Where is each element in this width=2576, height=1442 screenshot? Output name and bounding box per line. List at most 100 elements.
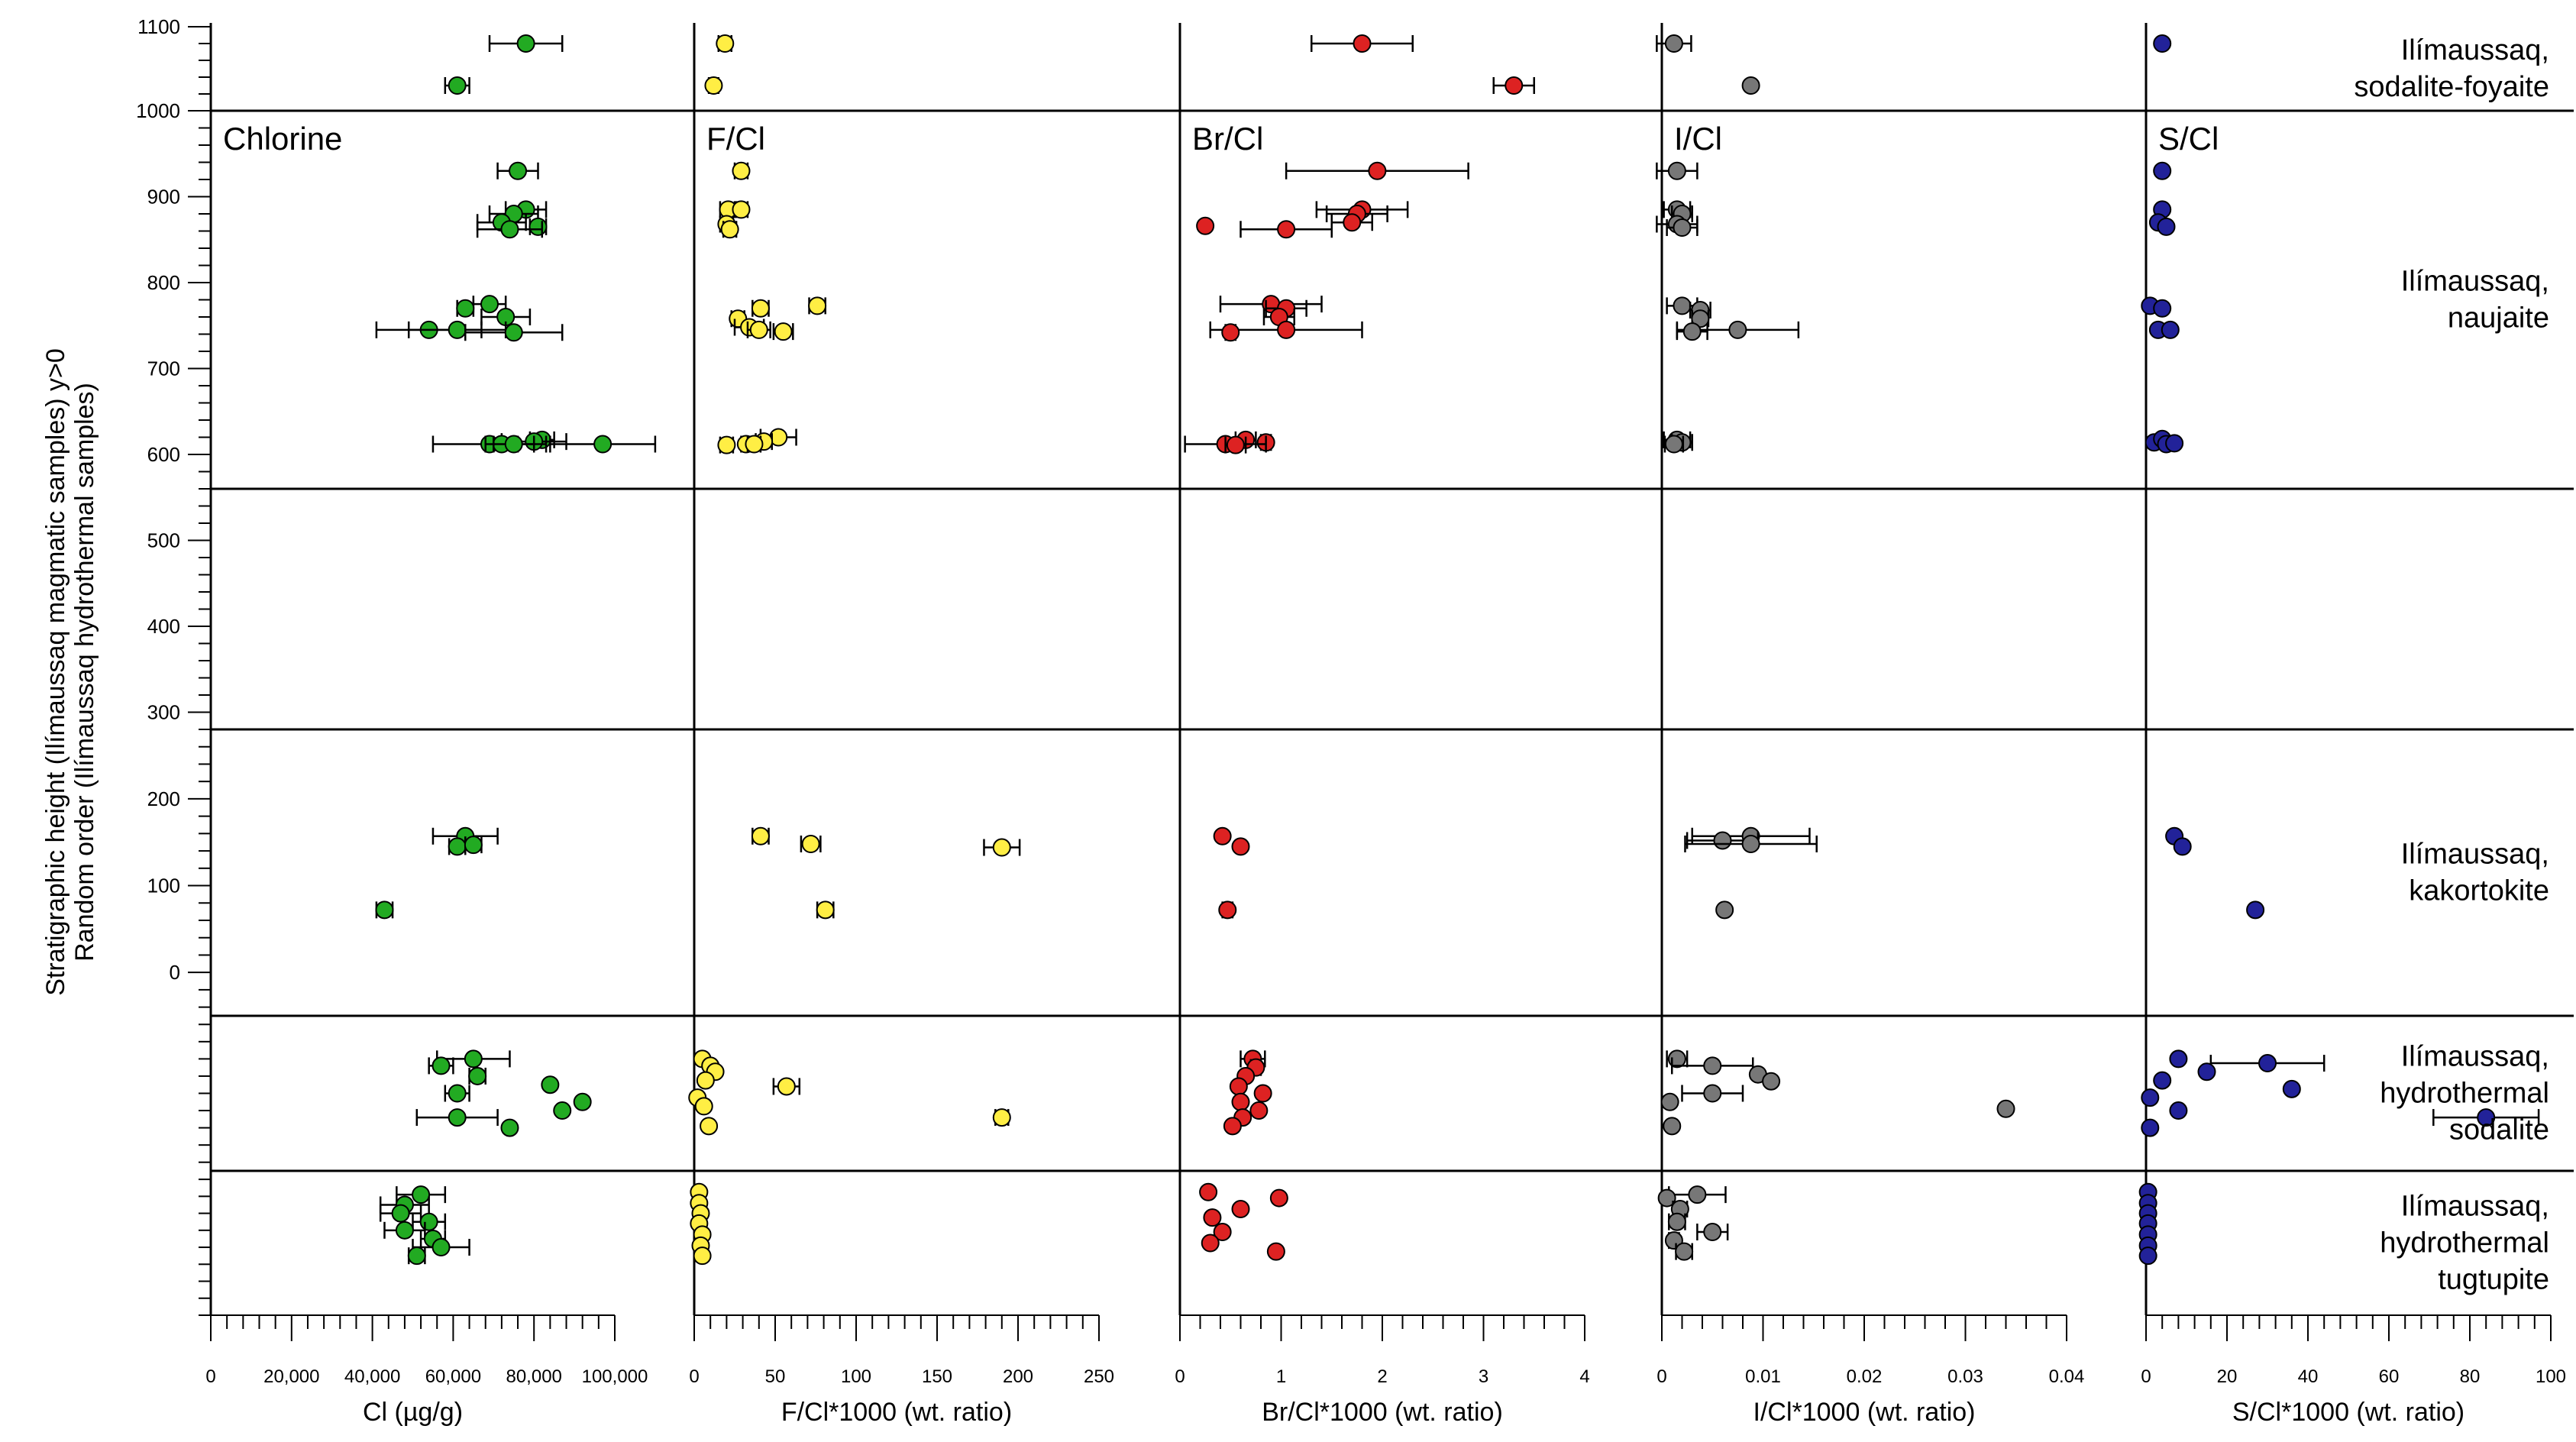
y-tick-label: 700 (147, 357, 180, 380)
data-points (375, 34, 2540, 1266)
marker (2282, 1079, 2301, 1098)
data-point-chlorine (412, 1212, 447, 1231)
data-point-br-cl (1213, 1223, 1232, 1242)
data-point-f-cl (693, 1246, 712, 1266)
data-point-s-cl (2161, 320, 2180, 339)
y-tick-label: 600 (147, 443, 180, 466)
marker (1203, 1208, 1222, 1227)
data-point-br-cl (1269, 1188, 1288, 1208)
data-point-s-cl (2246, 900, 2265, 920)
band-label-sodalite-foyaite: Ilímaussaq, (2401, 34, 2549, 66)
marker (1277, 320, 1296, 339)
data-point-f-cl (696, 1071, 715, 1090)
x-tick-label-s-cl: 60 (2379, 1366, 2400, 1387)
data-point-i-cl (1715, 900, 1734, 920)
data-point-i-cl (1691, 309, 1710, 328)
data-point-i-cl (1696, 1223, 1729, 1242)
data-point-i-cl (1668, 1185, 1727, 1204)
marker (1673, 218, 1692, 237)
y-axis-title-line2: Random order (Ilímaussaq hydrothermal sa… (70, 383, 99, 962)
marker (2197, 1062, 2216, 1082)
data-point-br-cl (1285, 161, 1469, 180)
marker (593, 435, 612, 454)
marker (1996, 1099, 2015, 1118)
marker (1218, 900, 1237, 920)
marker (1688, 1185, 1707, 1204)
marker (375, 900, 394, 920)
marker (1703, 1223, 1722, 1242)
x-axis-title-s-cl: S/Cl*1000 (wt. ratio) (2232, 1398, 2464, 1427)
marker (516, 34, 535, 53)
band-separators (211, 109, 2574, 1172)
data-point-s-cl (2153, 34, 2172, 53)
data-point-chlorine (444, 1084, 470, 1103)
data-point-s-cl (2153, 1071, 2172, 1090)
panel-title-br-cl: Br/Cl (1192, 121, 1263, 157)
data-point-i-cl (1663, 1117, 1682, 1136)
marker (1201, 1233, 1220, 1253)
marker (1664, 34, 1683, 53)
data-point-br-cl (1311, 34, 1414, 53)
marker (1231, 1200, 1250, 1219)
data-point-s-cl (2432, 1108, 2540, 1127)
x-tick-label-i-cl: 0.04 (2049, 1366, 2085, 1387)
data-point-f-cl (992, 1108, 1011, 1127)
x-tick-label-f-cl: 50 (765, 1366, 786, 1387)
marker (749, 320, 768, 339)
marker (693, 1246, 712, 1266)
marker (1703, 1084, 1722, 1103)
x-tick-label-chlorine: 20,000 (263, 1366, 319, 1387)
marker (2157, 217, 2176, 236)
y-tick-label: 400 (147, 615, 180, 638)
x-tick-label-s-cl: 20 (2217, 1366, 2238, 1387)
x-tick-label-chlorine: 100,000 (582, 1366, 648, 1387)
marker (1368, 161, 1387, 180)
marker (1741, 835, 1760, 853)
data-point-br-cl (1201, 1233, 1220, 1253)
data-point-i-cl (1996, 1099, 2015, 1118)
data-point-chlorine (407, 1246, 426, 1266)
band-label-hydrothermal-tugtupite: tugtupite (2438, 1264, 2549, 1296)
marker (774, 322, 793, 341)
data-point-f-cl (745, 435, 764, 454)
marker (2173, 837, 2192, 856)
marker (1231, 1092, 1250, 1111)
band-label-naujaite: naujaite (2448, 302, 2549, 335)
data-point-i-cl (1656, 34, 1692, 53)
data-point-chlorine (444, 76, 470, 95)
marker (464, 836, 483, 855)
data-point-f-cl (808, 296, 827, 315)
marker (448, 1108, 467, 1127)
data-point-chlorine (464, 323, 564, 342)
marker (1660, 1092, 1679, 1111)
x-tick-label-chlorine: 0 (205, 1366, 215, 1387)
marker (2477, 1108, 2496, 1127)
data-point-chlorine (428, 1056, 454, 1075)
x-tick-label-chlorine: 40,000 (344, 1366, 400, 1387)
marker (448, 1084, 467, 1103)
data-point-s-cl (2173, 837, 2192, 856)
data-point-f-cl (751, 299, 770, 318)
marker (1713, 831, 1732, 850)
x-axis-title-chlorine: Cl (µg/g) (363, 1398, 463, 1427)
marker (745, 435, 764, 454)
data-point-s-cl (2169, 1101, 2188, 1120)
marker (1664, 435, 1683, 454)
data-point-chlorine (488, 34, 564, 53)
data-point-chlorine (496, 161, 539, 180)
band-label-kakortokite: kakortokite (2409, 875, 2549, 907)
data-point-br-cl (1199, 1182, 1218, 1201)
marker (808, 296, 827, 315)
marker (431, 1056, 451, 1075)
x-tick-label-i-cl: 0.03 (1947, 1366, 1983, 1387)
x-tick-label-s-cl: 100 (2536, 1366, 2566, 1387)
marker (1675, 1242, 1694, 1261)
data-point-br-cl (1266, 1242, 1285, 1261)
marker (431, 1238, 451, 1257)
data-point-i-cl (1657, 1188, 1676, 1208)
data-point-s-cl (2153, 299, 2172, 318)
data-point-s-cl (2197, 1062, 2216, 1082)
panel-title-i-cl: I/Cl (1674, 121, 1722, 157)
marker (2169, 1049, 2188, 1069)
marker (751, 826, 770, 845)
